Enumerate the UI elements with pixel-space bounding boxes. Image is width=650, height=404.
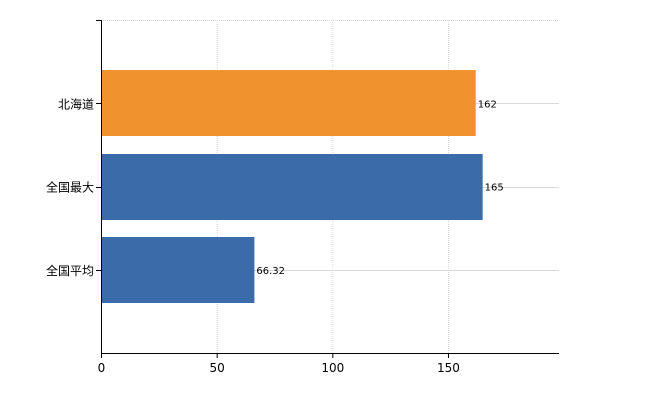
x-tick-label-3: 150 bbox=[437, 361, 460, 375]
y-tick-label-1: 全国最大 bbox=[46, 180, 94, 195]
y-tick-label-2: 全国平均 bbox=[46, 263, 94, 278]
bars bbox=[101, 70, 483, 303]
bar-value-label-1: 165 bbox=[485, 183, 504, 194]
bar-value-label-2: 66.32 bbox=[256, 266, 285, 277]
bar-0 bbox=[101, 70, 476, 136]
y-tick-label-0: 北海道 bbox=[58, 96, 94, 111]
x-tick-label-0: 0 bbox=[98, 361, 106, 375]
axes bbox=[96, 20, 559, 358]
bar-1 bbox=[101, 154, 483, 220]
x-tick-label-1: 50 bbox=[210, 361, 225, 375]
bar-2 bbox=[101, 237, 255, 303]
bar-value-label-0: 162 bbox=[478, 99, 497, 110]
x-tick-label-2: 100 bbox=[321, 361, 344, 375]
